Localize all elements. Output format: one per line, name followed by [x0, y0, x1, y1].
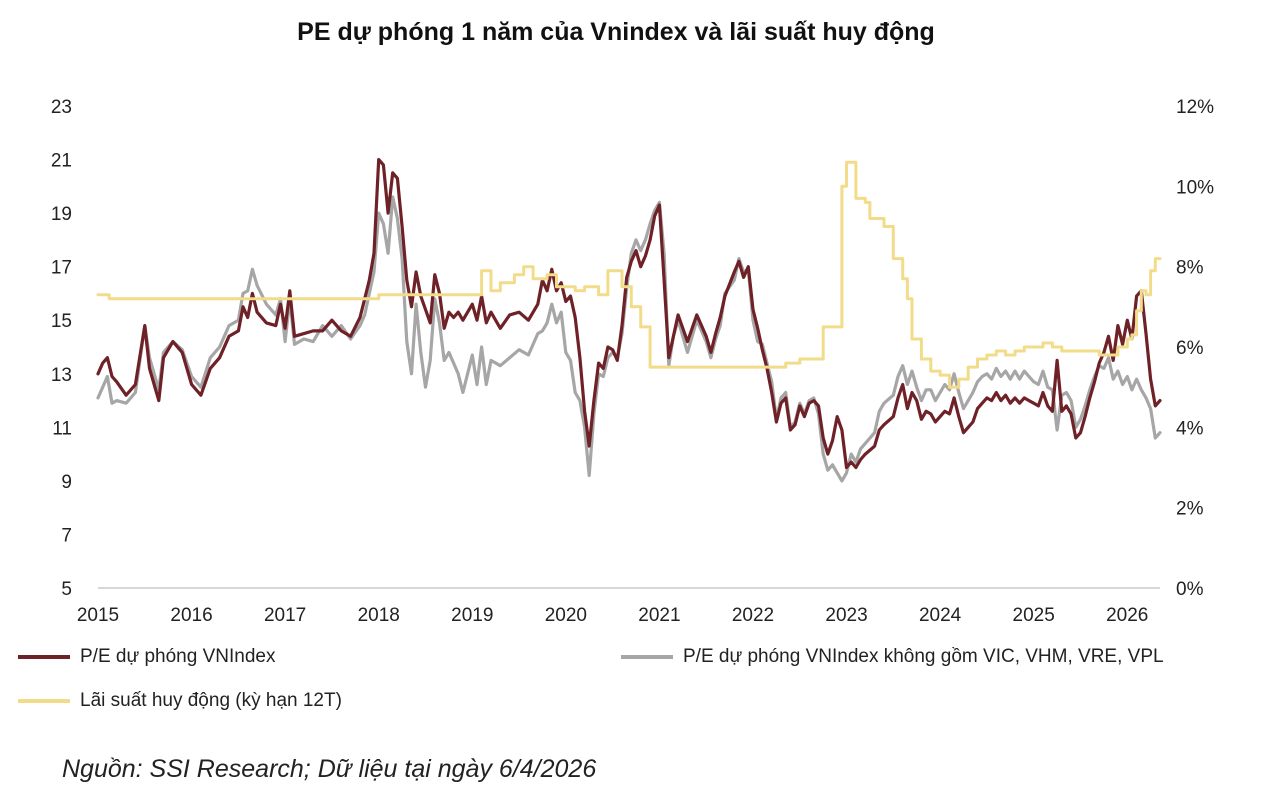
x-tick-label: 2016	[170, 605, 212, 626]
source-note: Nguồn: SSI Research; Dữ liệu tại ngày 6/…	[62, 755, 597, 783]
legend-swatch-deposit-rate	[18, 699, 70, 703]
left-y-tick-label: 21	[51, 151, 72, 172]
x-tick-label: 2021	[638, 605, 680, 626]
right-y-tick-label: 6%	[1176, 338, 1204, 359]
x-tick-label: 2017	[264, 605, 306, 626]
x-tick-label: 2022	[732, 605, 774, 626]
left-y-tick-label: 7	[61, 525, 72, 546]
left-y-tick-label: 15	[51, 311, 72, 332]
x-tick-label: 2018	[358, 605, 400, 626]
legend-label-pe-vnindex: P/E dự phóng VNIndex	[80, 646, 276, 667]
right-y-axis: 12% 10% 8% 6% 4% 2% 0%	[1176, 97, 1214, 600]
x-tick-label: 2015	[77, 605, 119, 626]
left-y-axis: 23 21 19 17 15 13 11 9 7 5	[51, 97, 72, 600]
left-y-tick-label: 13	[51, 365, 72, 386]
series-layer	[96, 158, 1162, 483]
left-y-tick-label: 11	[52, 418, 72, 439]
x-tick-label: 2025	[1013, 605, 1055, 626]
legend-item-pe-ex-vingroup: P/E dự phóng VNIndex không gồm VIC, VHM,…	[621, 646, 1164, 668]
series-line-deposit-rate	[96, 160, 1162, 389]
right-y-tick-label: 0%	[1176, 579, 1204, 600]
series-line-pe-ex-vingroup	[96, 195, 1162, 483]
left-y-tick-label: 23	[51, 97, 72, 118]
series-line-pe-vnindex	[96, 158, 1162, 470]
legend-swatch-pe-vnindex	[18, 655, 70, 659]
left-y-tick-label: 5	[61, 579, 72, 600]
x-tick-label: 2020	[545, 605, 587, 626]
x-tick-label: 2019	[451, 605, 493, 626]
x-axis: 2015 2016 2017 2018 2019 2020 2021 2022 2023 2024…	[77, 587, 1160, 626]
left-y-tick-label: 9	[61, 472, 72, 493]
legend-label-pe-ex-vingroup: P/E dự phóng VNIndex không gồm VIC, VHM,…	[683, 646, 1164, 667]
legend-item-deposit-rate: Lãi suất huy động (kỳ hạn 12T)	[18, 690, 342, 712]
right-y-tick-label: 4%	[1176, 418, 1204, 439]
x-tick-label: 2024	[919, 605, 962, 626]
right-y-tick-label: 2%	[1176, 499, 1204, 520]
left-y-tick-label: 19	[51, 204, 72, 225]
legend-item-pe-vnindex: P/E dự phóng VNIndex	[18, 646, 275, 668]
chart-title: PE dự phóng 1 năm của Vnindex và lãi suấ…	[297, 18, 935, 46]
right-y-tick-label: 12%	[1176, 97, 1214, 118]
x-tick-label: 2026	[1106, 605, 1148, 626]
legend-swatch-pe-ex-vingroup	[621, 655, 673, 659]
right-y-tick-label: 8%	[1176, 258, 1204, 279]
right-y-tick-label: 10%	[1176, 177, 1214, 198]
legend-label-deposit-rate: Lãi suất huy động (kỳ hạn 12T)	[80, 690, 342, 711]
left-y-tick-label: 17	[51, 258, 72, 279]
x-tick-label: 2023	[825, 605, 867, 626]
